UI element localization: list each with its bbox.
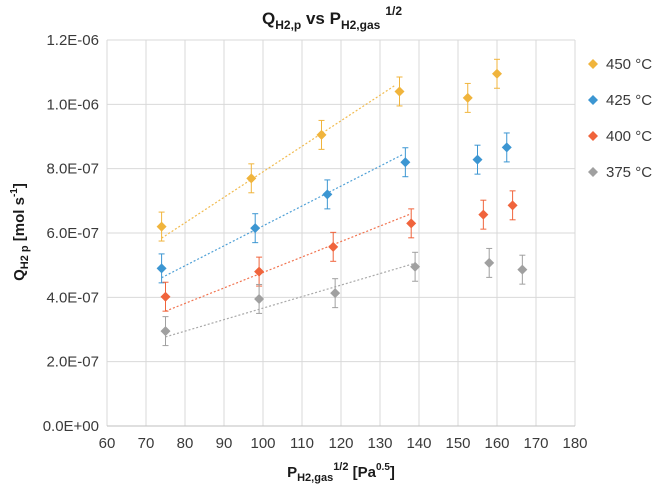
ylabel-unit-sup: -1 [9,188,20,197]
data-point [394,86,405,97]
trendline [165,213,412,312]
y-tick-label: 1.0E-06 [46,96,99,113]
x-tick-label: 180 [562,435,587,452]
y-axis-title: QH2 p [mol s-1] [9,183,31,281]
data-point [517,264,528,275]
data-point [501,142,512,153]
data-point [462,92,473,103]
x-tick-label: 110 [290,435,314,452]
xlabel-sup: 1/2 [333,461,348,473]
data-point [507,200,518,211]
x-tick-label: 150 [445,435,470,452]
data-point [160,291,171,302]
trendline [161,84,396,239]
legend-marker [588,131,598,141]
data-point [316,129,327,140]
x-tick-label: 170 [523,435,548,452]
x-tick-label: 140 [406,435,431,452]
ylabel-base: Q [11,269,28,281]
y-tick-label: 1.2E-06 [46,32,99,49]
data-point [330,288,341,299]
data-point [478,209,489,220]
data-point [400,157,411,168]
x-tick-label: 60 [99,435,116,452]
x-tick-label: 120 [328,435,353,452]
y-tick-label: 8.0E-07 [46,161,99,178]
data-point [250,223,261,234]
x-tick-label: 90 [216,435,233,452]
trendlines [161,84,416,338]
ylabel-unit: [mol s [11,197,28,245]
data-point [322,189,333,200]
x-tick-labels: 60 70 80 90 100 110 120 130 140 150 160 170 180 [99,435,588,452]
x-tick-label: 80 [177,435,194,452]
x-tick-label: 100 [250,435,275,452]
title-base-sub: H2,p [275,18,301,32]
title-base: Q [262,9,275,28]
legend-marker [588,167,598,177]
ylabel-sub: H2 p [19,245,31,269]
data-point [254,293,265,304]
x-tick-label: 70 [138,435,155,452]
legend-label: 450 °C [606,56,652,73]
legend-marker [588,95,598,105]
title-sub: H2,gas [341,18,381,32]
y-tick-label: 6.0E-07 [46,225,99,242]
data-point [328,241,339,252]
data-point [254,266,265,277]
chart-title: QH2,p vs PH2,gas 1/2 [262,4,402,32]
x-axis-title: PH2,gas1/2 [Pa0.5] [287,461,395,484]
data-point [156,221,167,232]
xlabel-unit-end: ] [390,464,395,481]
legend-label: 425 °C [606,92,652,109]
trendline [161,153,404,279]
y-tick-label: 4.0E-07 [46,289,99,306]
data-point [472,154,483,165]
x-tick-label: 160 [484,435,509,452]
ylabel-unit-end: ] [11,183,28,188]
data-point [410,261,421,272]
xlabel-base: P [287,464,297,481]
data-point [160,326,171,337]
y-tick-label: 2.0E-07 [46,354,99,371]
data-point [156,263,167,274]
data-point [484,257,495,268]
error-bars [158,58,526,347]
gridlines [106,39,576,427]
data-points [156,68,528,337]
title-middle: vs P [301,9,341,28]
legend-label: 400 °C [606,128,652,145]
data-point [406,218,417,229]
legend-label: 375 °C [606,164,652,181]
x-tick-label: 130 [367,435,392,452]
trendline [165,262,416,338]
y-tick-labels: 0.0E+00 2.0E-07 4.0E-07 6.0E-07 8.0E-07 1.0E-… [43,32,99,435]
xlabel-unit: [Pa [348,464,376,481]
data-point [246,173,257,184]
data-point [492,68,502,79]
title-sup: 1/2 [385,4,402,18]
legend-marker [588,59,598,69]
y-tick-label: 0.0E+00 [43,418,99,435]
xlabel-sub: H2,gas [297,472,333,484]
xlabel-unit-sup: 0.5 [376,462,390,473]
legend: 450 °C 425 °C 400 °C 375 °C [588,56,652,181]
